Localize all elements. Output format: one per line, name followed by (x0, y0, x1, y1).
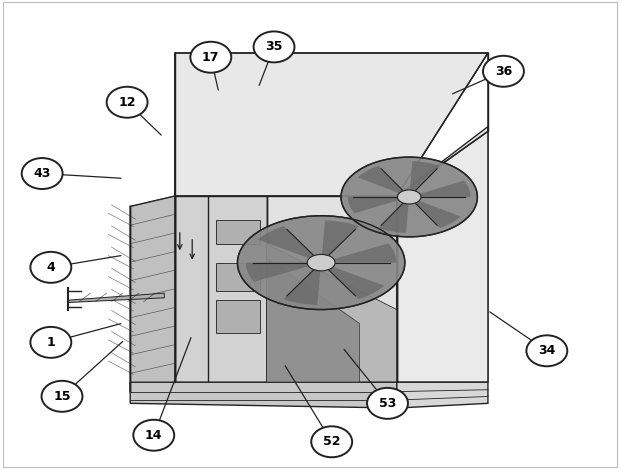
Polygon shape (216, 263, 260, 291)
Circle shape (367, 388, 408, 419)
Polygon shape (321, 243, 397, 263)
Polygon shape (258, 226, 321, 263)
Polygon shape (130, 382, 397, 408)
Text: 14: 14 (145, 429, 162, 442)
Circle shape (526, 335, 567, 366)
Ellipse shape (308, 254, 335, 271)
Polygon shape (267, 196, 397, 382)
Polygon shape (267, 258, 360, 382)
Polygon shape (68, 293, 164, 303)
Circle shape (483, 56, 524, 87)
Text: 35: 35 (265, 40, 283, 53)
Polygon shape (130, 196, 175, 392)
Ellipse shape (237, 216, 405, 310)
Polygon shape (175, 196, 267, 382)
Polygon shape (267, 244, 397, 382)
Text: 43: 43 (33, 167, 51, 180)
Polygon shape (321, 263, 384, 299)
Text: 4: 4 (46, 261, 55, 274)
Polygon shape (397, 131, 488, 382)
Text: 15: 15 (53, 390, 71, 403)
Text: 1: 1 (46, 336, 55, 349)
Circle shape (133, 420, 174, 451)
Circle shape (30, 327, 71, 358)
Polygon shape (216, 300, 260, 333)
Polygon shape (283, 263, 321, 305)
Circle shape (42, 381, 82, 412)
Circle shape (311, 426, 352, 457)
Polygon shape (348, 197, 409, 213)
Text: 52: 52 (323, 435, 340, 448)
Polygon shape (397, 382, 488, 408)
Text: 36: 36 (495, 65, 512, 78)
Text: 34: 34 (538, 344, 556, 357)
Circle shape (22, 158, 63, 189)
Text: 17: 17 (202, 51, 219, 64)
Circle shape (254, 31, 294, 62)
Circle shape (190, 42, 231, 73)
Text: 53: 53 (379, 397, 396, 410)
Polygon shape (409, 181, 471, 197)
Polygon shape (409, 161, 440, 197)
Circle shape (30, 252, 71, 283)
Polygon shape (358, 166, 409, 197)
Polygon shape (246, 263, 321, 282)
Text: 12: 12 (118, 96, 136, 109)
Circle shape (107, 87, 148, 118)
Text: eReplacementParts.com: eReplacementParts.com (247, 262, 373, 272)
Polygon shape (397, 127, 488, 382)
Polygon shape (378, 197, 409, 233)
Ellipse shape (397, 190, 421, 204)
Polygon shape (216, 220, 260, 244)
Ellipse shape (341, 157, 477, 237)
Polygon shape (175, 53, 488, 196)
Polygon shape (409, 197, 461, 228)
Polygon shape (321, 220, 359, 263)
